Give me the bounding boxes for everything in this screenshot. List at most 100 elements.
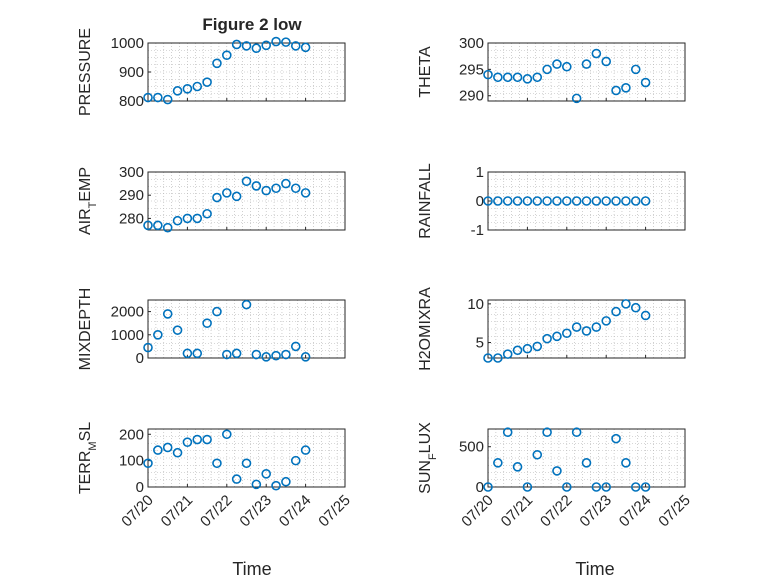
data-point [611, 85, 621, 96]
data-point [552, 59, 562, 69]
y-tick-label: 295 [459, 61, 484, 78]
y-axis-label: TERRMSL [77, 422, 99, 494]
x-tick-label: 07/21 [158, 492, 197, 531]
data-point [300, 352, 311, 362]
data-point [591, 322, 602, 332]
data-point [261, 352, 272, 362]
y-axis-label: PRESSURE [77, 28, 94, 116]
subplot-pressure: 800 900 1000 PRESSURE [77, 28, 346, 116]
data-point [153, 220, 163, 231]
data-point [271, 480, 281, 491]
x-axis-label-left: Time [232, 559, 271, 579]
data-point [502, 427, 513, 438]
data-point [571, 93, 582, 104]
data-point [493, 196, 503, 206]
y-tick-label: -1 [471, 222, 484, 239]
data-point [162, 94, 173, 105]
data-point [630, 482, 641, 492]
data-point [153, 92, 163, 103]
data-point [611, 433, 621, 444]
y-tick-label: 0 [476, 193, 484, 210]
data-point [172, 86, 183, 96]
data-point [601, 56, 612, 67]
x-tick-label: 07/20 [458, 492, 497, 531]
data-point [231, 191, 242, 202]
data-point [502, 349, 513, 359]
data-point [261, 469, 272, 479]
data-point [290, 183, 301, 194]
axes-box [147, 42, 346, 102]
data-point [611, 196, 621, 206]
data-point [512, 196, 523, 206]
data-point [300, 188, 311, 198]
data-point [581, 196, 592, 206]
data-point [290, 455, 301, 466]
data-point [601, 482, 612, 492]
y-tick-label: 1000 [111, 35, 144, 52]
data-point [241, 176, 252, 187]
data-point [300, 42, 311, 53]
data-point [212, 192, 222, 203]
y-axis-label: H2OMIXRA [417, 287, 434, 371]
x-tick-label: 07/24 [616, 492, 655, 531]
data-point [532, 341, 543, 352]
data-point [241, 41, 252, 51]
y-tick-label: 500 [459, 439, 484, 456]
data-point [483, 196, 493, 206]
data-point [192, 434, 203, 445]
data-point [202, 318, 212, 329]
data-point [271, 36, 281, 47]
data-point [172, 447, 183, 458]
subplot-sun-flux: 0 500 SUNFLUX [417, 422, 686, 496]
data-point [153, 445, 163, 455]
data-point [640, 482, 651, 492]
x-tick-label: 07/20 [118, 492, 157, 531]
x-tick-label: 07/25 [315, 492, 354, 531]
data-point [143, 220, 153, 231]
data-point [493, 72, 503, 83]
data-point [182, 84, 193, 94]
data-point [241, 299, 252, 310]
data-point [271, 183, 281, 194]
axes-box [487, 171, 686, 231]
y-axis-label: SUNFLUX [417, 422, 439, 494]
data-point [542, 333, 552, 344]
data-point [512, 345, 523, 356]
data-point [581, 59, 592, 69]
data-point [251, 479, 262, 490]
data-point [172, 215, 183, 226]
data-point [640, 77, 651, 88]
x-axis-label-right: Time [575, 559, 614, 579]
data-point [522, 196, 533, 206]
data-point [621, 196, 631, 206]
data-point [281, 178, 291, 189]
y-tick-label: 1 [476, 164, 484, 181]
data-point [502, 196, 513, 206]
data-point [251, 43, 262, 54]
data-point [483, 69, 493, 80]
data-point [522, 482, 533, 492]
y-axis-label: THETA [417, 46, 434, 98]
y-tick-label: 200 [119, 426, 144, 443]
data-point [222, 188, 232, 198]
data-point [241, 458, 252, 469]
data-point [271, 350, 281, 361]
data-point [290, 41, 301, 51]
data-point [630, 64, 641, 75]
y-tick-label: 5 [476, 335, 484, 352]
data-point [261, 185, 272, 196]
data-point [640, 196, 651, 206]
data-point [532, 196, 543, 206]
y-axis-label: MIXDEPTH [77, 288, 94, 371]
data-point [571, 427, 582, 438]
y-tick-label: 0 [136, 350, 144, 367]
data-point [581, 326, 592, 336]
data-point [251, 349, 262, 360]
x-tick-label: 07/21 [498, 492, 537, 531]
subplot-air-temp: 280 290 300 AIRTEMP [77, 164, 346, 235]
data-point [542, 196, 552, 206]
x-tick-label: 07/22 [537, 492, 576, 531]
data-point [532, 72, 543, 83]
axes-box [147, 171, 346, 231]
y-tick-label: 290 [119, 187, 144, 204]
